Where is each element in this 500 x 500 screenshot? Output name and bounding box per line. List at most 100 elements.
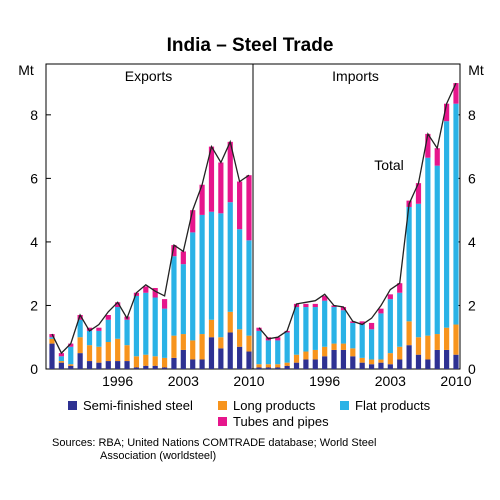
legend-label-flat-products: Flat products (355, 398, 431, 413)
bar-exports-semi (58, 362, 64, 369)
bar-exports-tubes (68, 343, 74, 347)
bar-imports-semi (406, 345, 412, 369)
bar-exports-semi (143, 365, 149, 369)
bar-exports-long (152, 356, 158, 366)
bar-exports-long (190, 340, 196, 360)
bar-imports-long (303, 351, 309, 360)
legend-item-flat-products: Flat products (340, 398, 430, 413)
bar-exports-semi (115, 361, 121, 369)
legend-swatch-long-products (218, 401, 227, 410)
bar-exports-flat (199, 214, 205, 335)
y-unit-left: Mt (18, 62, 34, 78)
bar-exports-flat (171, 256, 177, 336)
bar-imports-semi (350, 356, 356, 369)
total-line-imports (258, 82, 457, 340)
legend-swatch-semi-finished (68, 401, 77, 410)
bar-imports-semi (444, 349, 450, 369)
bar-exports-long (180, 334, 186, 350)
bar-exports-flat (227, 202, 233, 312)
bar-imports-flat (322, 300, 328, 347)
bar-exports-long (96, 346, 102, 363)
bar-imports-flat (256, 330, 262, 365)
sources-line-1: Sources: RBA; United Nations COMTRADE da… (52, 437, 377, 449)
bar-imports-semi (359, 362, 365, 369)
bar-imports-flat (340, 310, 347, 344)
bar-exports-semi (86, 361, 93, 369)
bar-imports-flat (293, 307, 300, 355)
bar-imports-flat (434, 165, 440, 335)
bar-imports-flat (350, 322, 356, 349)
bar-exports-semi (171, 357, 177, 369)
bar-exports-semi (199, 359, 205, 369)
bar-imports-semi (331, 349, 337, 369)
bar-imports-semi (368, 364, 375, 369)
bar-imports-flat (359, 324, 365, 358)
total-line-label: Total (374, 157, 404, 173)
y-tick-label-left: 8 (30, 107, 38, 123)
bar-imports-tubes (350, 321, 356, 323)
bar-imports-long (350, 348, 356, 357)
bar-exports-flat (208, 211, 215, 320)
bar-exports-semi (96, 362, 102, 369)
bar-imports-semi (322, 356, 328, 369)
bar-imports-long (284, 362, 290, 366)
bar-exports-long (115, 338, 121, 362)
bar-exports-long (161, 357, 168, 368)
bar-imports-semi (265, 367, 271, 369)
legend-swatch-flat-products (340, 401, 349, 410)
bar-exports-flat (68, 346, 74, 365)
bar-imports-tubes (397, 283, 403, 293)
bar-exports-tubes (161, 299, 168, 309)
bar-imports-tubes (312, 303, 318, 308)
bar-exports-semi (227, 332, 233, 369)
bar-exports-semi (133, 367, 140, 369)
bar-imports-tubes (331, 305, 337, 308)
x-tick-label-exports: 2003 (168, 373, 199, 389)
bar-imports-flat (368, 329, 375, 360)
bar-exports-flat (152, 297, 158, 357)
bar-exports-tubes (58, 353, 64, 357)
bar-exports-long (171, 335, 177, 358)
bar-imports-semi (387, 364, 393, 369)
bar-exports-tubes (115, 302, 121, 308)
bar-exports-long (105, 341, 111, 362)
bar-imports-semi (256, 367, 262, 369)
bar-imports-tubes (275, 337, 281, 341)
bar-exports-long (208, 319, 215, 338)
bar-imports-tubes (453, 83, 459, 104)
bar-exports-flat (237, 229, 243, 330)
bar-exports-flat (49, 337, 55, 339)
bar-exports-flat (124, 319, 130, 346)
bar-exports-tubes (86, 327, 93, 331)
bar-imports-semi (275, 367, 281, 369)
bar-imports-semi (425, 359, 431, 369)
bar-imports-long (368, 359, 375, 365)
bar-imports-long (406, 321, 412, 346)
bar-exports-long (58, 361, 64, 363)
bar-exports-semi (246, 351, 252, 369)
legend-label-long-products: Long products (233, 398, 316, 413)
bar-exports-long (199, 334, 205, 360)
chart-title: India – Steel Trade (166, 35, 334, 56)
x-tick-label-exports: 1996 (102, 373, 133, 389)
bar-exports-tubes (208, 146, 215, 212)
bar-imports-flat (303, 307, 309, 352)
bar-imports-long (359, 357, 365, 363)
bar-exports-flat (246, 240, 252, 336)
bar-exports-long (77, 337, 83, 354)
bar-imports-semi (434, 349, 440, 369)
x-tick-label-imports: 2003 (375, 373, 406, 389)
y-tick-label-right: 4 (468, 234, 476, 250)
bar-imports-long (425, 335, 431, 360)
bar-exports-flat (190, 232, 196, 341)
bar-imports-tubes (322, 295, 328, 301)
panel-label-imports: Imports (332, 68, 379, 84)
bar-exports-semi (49, 343, 55, 369)
bar-exports-flat (96, 330, 102, 347)
bar-exports-long (68, 364, 74, 366)
bar-imports-flat (265, 340, 271, 365)
bar-exports-semi (180, 349, 186, 369)
bar-imports-long (322, 346, 328, 357)
legend-label-semi-finished: Semi-finished steel (83, 398, 193, 413)
